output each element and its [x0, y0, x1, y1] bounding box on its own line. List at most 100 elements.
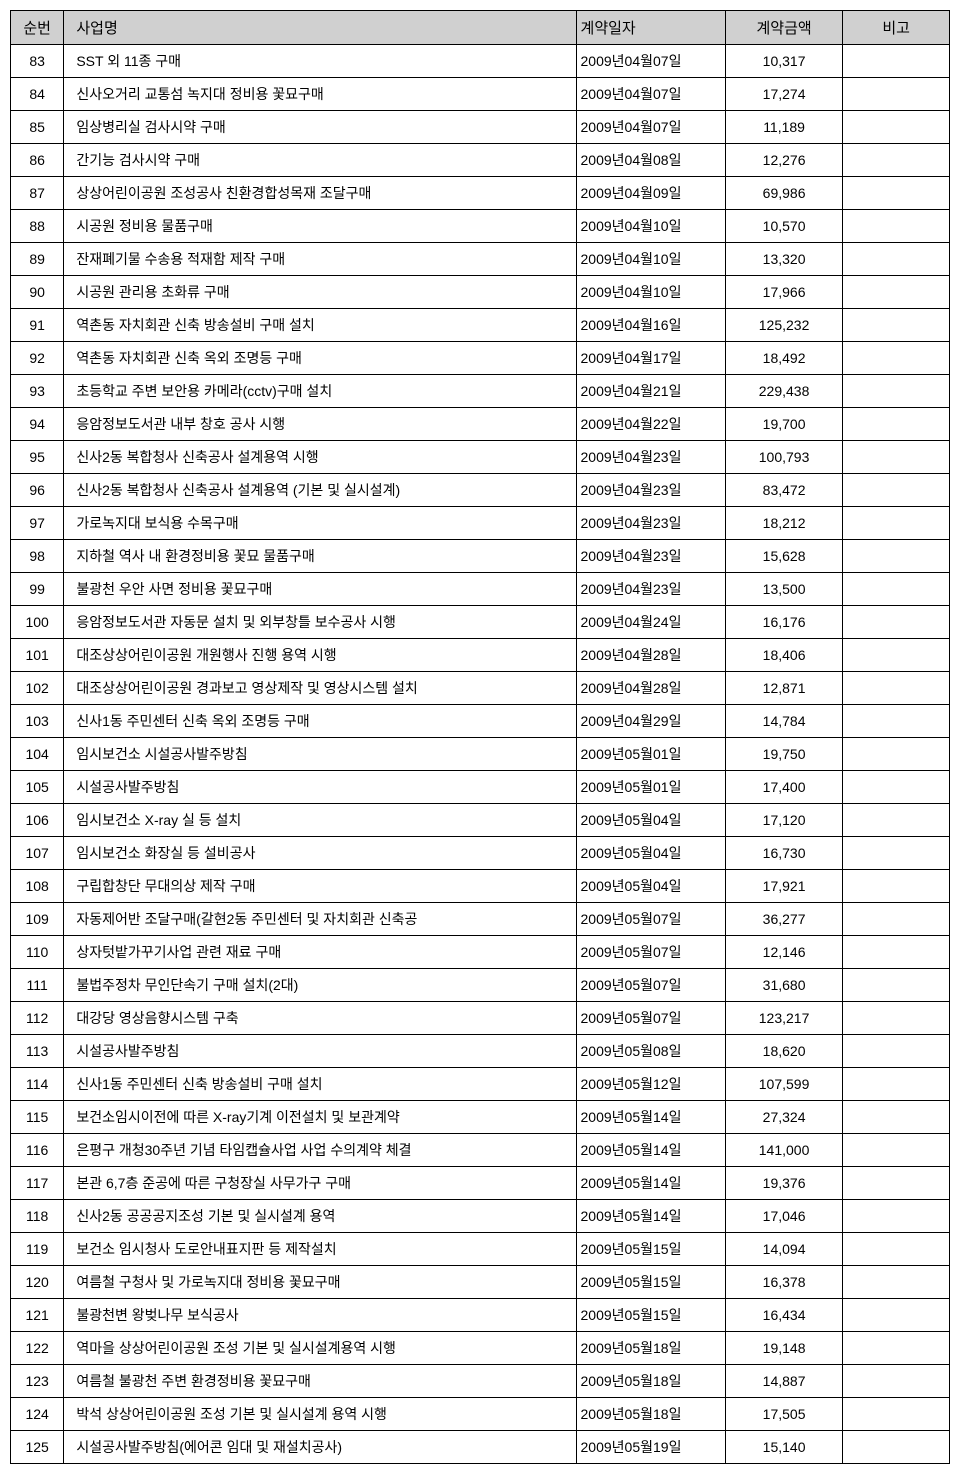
- cell-date: 2009년04월17일: [576, 342, 725, 375]
- cell-amount: 83,472: [725, 474, 842, 507]
- cell-date: 2009년04월23일: [576, 474, 725, 507]
- cell-amount: 16,176: [725, 606, 842, 639]
- cell-note: [843, 144, 950, 177]
- cell-note: [843, 309, 950, 342]
- cell-num: 120: [11, 1266, 64, 1299]
- cell-name: 보건소 임시청사 도로안내표지판 등 제작설치: [64, 1233, 576, 1266]
- cell-amount: 12,146: [725, 936, 842, 969]
- cell-num: 113: [11, 1035, 64, 1068]
- cell-num: 97: [11, 507, 64, 540]
- cell-amount: 17,120: [725, 804, 842, 837]
- table-row: 125시설공사발주방침(에어콘 임대 및 재설치공사)2009년05월19일15…: [11, 1431, 950, 1464]
- cell-date: 2009년04월10일: [576, 210, 725, 243]
- cell-num: 119: [11, 1233, 64, 1266]
- cell-name: 시설공사발주방침: [64, 771, 576, 804]
- table-row: 94응암정보도서관 내부 창호 공사 시행2009년04월22일19,700: [11, 408, 950, 441]
- cell-date: 2009년04월22일: [576, 408, 725, 441]
- cell-note: [843, 936, 950, 969]
- cell-amount: 15,628: [725, 540, 842, 573]
- header-note: 비고: [843, 11, 950, 45]
- cell-name: 여름철 불광천 주변 환경정비용 꽃묘구매: [64, 1365, 576, 1398]
- cell-name: 대강당 영상음향시스템 구축: [64, 1002, 576, 1035]
- cell-amount: 141,000: [725, 1134, 842, 1167]
- cell-note: [843, 1299, 950, 1332]
- cell-note: [843, 903, 950, 936]
- cell-note: [843, 342, 950, 375]
- cell-note: [843, 1431, 950, 1464]
- table-row: 86간기능 검사시약 구매2009년04월08일12,276: [11, 144, 950, 177]
- cell-name: 상상어린이공원 조성공사 친환경합성목재 조달구매: [64, 177, 576, 210]
- header-name: 사업명: [64, 11, 576, 45]
- table-row: 123여름철 불광천 주변 환경정비용 꽃묘구매2009년05월18일14,88…: [11, 1365, 950, 1398]
- cell-name: 대조상상어린이공원 경과보고 영상제작 및 영상시스템 설치: [64, 672, 576, 705]
- cell-name: 응암정보도서관 내부 창호 공사 시행: [64, 408, 576, 441]
- cell-name: 지하철 역사 내 환경정비용 꽃묘 물품구매: [64, 540, 576, 573]
- cell-amount: 107,599: [725, 1068, 842, 1101]
- table-row: 97가로녹지대 보식용 수목구매2009년04월23일18,212: [11, 507, 950, 540]
- cell-num: 91: [11, 309, 64, 342]
- cell-amount: 11,189: [725, 111, 842, 144]
- cell-date: 2009년04월21일: [576, 375, 725, 408]
- cell-note: [843, 540, 950, 573]
- cell-date: 2009년04월07일: [576, 45, 725, 78]
- cell-amount: 19,376: [725, 1167, 842, 1200]
- cell-note: [843, 837, 950, 870]
- cell-amount: 17,400: [725, 771, 842, 804]
- cell-amount: 27,324: [725, 1101, 842, 1134]
- contract-table: 순번 사업명 계약일자 계약금액 비고 83SST 외 11종 구매2009년0…: [10, 10, 950, 1464]
- cell-amount: 12,276: [725, 144, 842, 177]
- table-row: 112대강당 영상음향시스템 구축2009년05월07일123,217: [11, 1002, 950, 1035]
- table-row: 96신사2동 복합청사 신축공사 설계용역 (기본 및 실시설계)2009년04…: [11, 474, 950, 507]
- cell-num: 106: [11, 804, 64, 837]
- cell-note: [843, 1332, 950, 1365]
- cell-num: 94: [11, 408, 64, 441]
- table-row: 102대조상상어린이공원 경과보고 영상제작 및 영상시스템 설치2009년04…: [11, 672, 950, 705]
- cell-name: 구립합창단 무대의상 제작 구매: [64, 870, 576, 903]
- table-row: 90시공원 관리용 초화류 구매2009년04월10일17,966: [11, 276, 950, 309]
- cell-note: [843, 111, 950, 144]
- cell-note: [843, 573, 950, 606]
- cell-num: 121: [11, 1299, 64, 1332]
- cell-note: [843, 243, 950, 276]
- cell-note: [843, 1233, 950, 1266]
- cell-name: 임시보건소 X-ray 실 등 설치: [64, 804, 576, 837]
- cell-num: 116: [11, 1134, 64, 1167]
- cell-amount: 19,148: [725, 1332, 842, 1365]
- cell-amount: 12,871: [725, 672, 842, 705]
- table-row: 105시설공사발주방침2009년05월01일17,400: [11, 771, 950, 804]
- cell-name: 자동제어반 조달구매(갈현2동 주민센터 및 자치회관 신축공: [64, 903, 576, 936]
- cell-name: 시공원 정비용 물품구매: [64, 210, 576, 243]
- cell-num: 86: [11, 144, 64, 177]
- cell-num: 101: [11, 639, 64, 672]
- cell-date: 2009년04월08일: [576, 144, 725, 177]
- cell-date: 2009년04월07일: [576, 111, 725, 144]
- cell-amount: 17,274: [725, 78, 842, 111]
- table-row: 124박석 상상어린이공원 조성 기본 및 실시설계 용역 시행2009년05월…: [11, 1398, 950, 1431]
- cell-name: 역마을 상상어린이공원 조성 기본 및 실시설계용역 시행: [64, 1332, 576, 1365]
- cell-num: 118: [11, 1200, 64, 1233]
- table-row: 93초등학교 주변 보안용 카메라(cctv)구매 설치2009년04월21일2…: [11, 375, 950, 408]
- cell-name: 간기능 검사시약 구매: [64, 144, 576, 177]
- cell-amount: 31,680: [725, 969, 842, 1002]
- cell-note: [843, 375, 950, 408]
- cell-name: 시설공사발주방침(에어콘 임대 및 재설치공사): [64, 1431, 576, 1464]
- cell-note: [843, 1167, 950, 1200]
- cell-name: 초등학교 주변 보안용 카메라(cctv)구매 설치: [64, 375, 576, 408]
- table-row: 115보건소임시이전에 따른 X-ray기계 이전설치 및 보관계약2009년0…: [11, 1101, 950, 1134]
- cell-note: [843, 1035, 950, 1068]
- cell-name: SST 외 11종 구매: [64, 45, 576, 78]
- cell-name: 신사1동 주민센터 신축 옥외 조명등 구매: [64, 705, 576, 738]
- table-row: 92역촌동 자치회관 신축 옥외 조명등 구매2009년04월17일18,492: [11, 342, 950, 375]
- cell-name: 은평구 개청30주년 기념 타임캡슐사업 사업 수의계약 체결: [64, 1134, 576, 1167]
- cell-date: 2009년04월23일: [576, 441, 725, 474]
- cell-num: 95: [11, 441, 64, 474]
- cell-date: 2009년05월14일: [576, 1200, 725, 1233]
- cell-amount: 18,212: [725, 507, 842, 540]
- cell-note: [843, 606, 950, 639]
- cell-date: 2009년04월10일: [576, 276, 725, 309]
- cell-name: 대조상상어린이공원 개원행사 진행 용역 시행: [64, 639, 576, 672]
- table-row: 103신사1동 주민센터 신축 옥외 조명등 구매2009년04월29일14,7…: [11, 705, 950, 738]
- cell-num: 104: [11, 738, 64, 771]
- cell-num: 90: [11, 276, 64, 309]
- table-row: 99불광천 우안 사면 정비용 꽃묘구매2009년04월23일13,500: [11, 573, 950, 606]
